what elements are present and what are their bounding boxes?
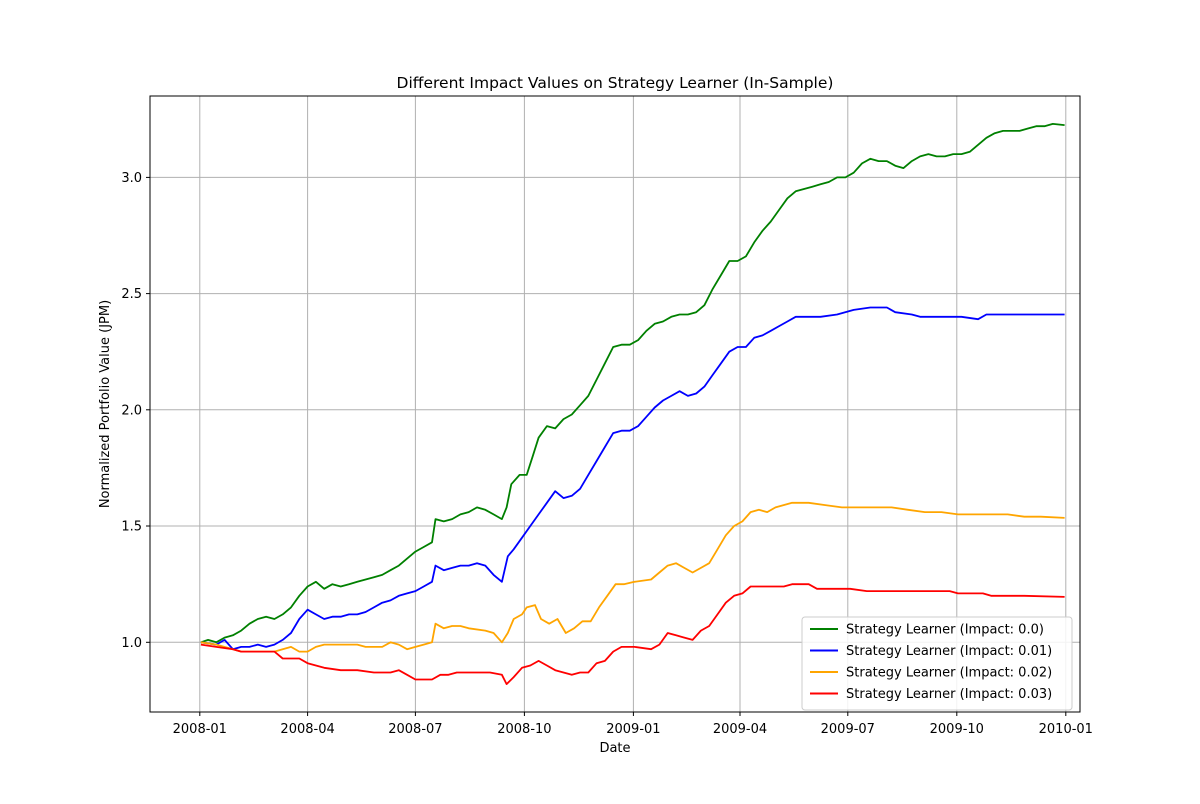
chart-title: Different Impact Values on Strategy Lear…	[397, 74, 834, 92]
y-tick-label: 1.0	[121, 636, 142, 651]
plot-area-frame	[149, 95, 1081, 713]
series-lines	[200, 123, 1065, 685]
x-axis-title: Date	[599, 741, 630, 756]
x-axis: 2008-01 2008-04 2008-07 2008-10 2009-01 2009-…	[173, 712, 1093, 737]
x-tick-label: 2010-01	[1039, 722, 1093, 737]
x-tick-label: 2009-04	[713, 722, 767, 737]
x-tick-label: 2008-01	[173, 722, 227, 737]
legend-box	[801, 616, 1073, 711]
x-tick-label: 2009-10	[930, 722, 984, 737]
legend-label: Strategy Learner (Impact: 0.03)	[846, 687, 1052, 702]
x-tick-label: 2008-04	[280, 722, 334, 737]
y-tick-label: 3.0	[121, 171, 142, 186]
y-axis: 1.0 1.5 2.0 2.5 3.0	[121, 171, 150, 651]
y-tick-label: 1.5	[121, 520, 142, 535]
x-tick-label: 2008-10	[497, 722, 551, 737]
series-line-0	[200, 123, 1065, 644]
y-axis-title: Normalized Portfolio Value (JPM)	[98, 300, 113, 508]
legend-label: Strategy Learner (Impact: 0.02)	[846, 666, 1052, 681]
x-tick-label: 2009-01	[606, 722, 660, 737]
legend-label: Strategy Learner (Impact: 0.0)	[846, 623, 1044, 638]
y-tick-label: 2.0	[121, 403, 142, 418]
x-tick-label: 2009-07	[821, 722, 875, 737]
legend-label: Strategy Learner (Impact: 0.01)	[846, 644, 1052, 659]
series-line-2	[200, 501, 1065, 653]
x-tick-label: 2008-07	[388, 722, 442, 737]
legend: Strategy Learner (Impact: 0.0) Strategy L…	[801, 616, 1073, 711]
series-line-1	[200, 306, 1065, 651]
y-tick-label: 2.5	[121, 287, 142, 302]
series-line-3	[200, 583, 1065, 685]
